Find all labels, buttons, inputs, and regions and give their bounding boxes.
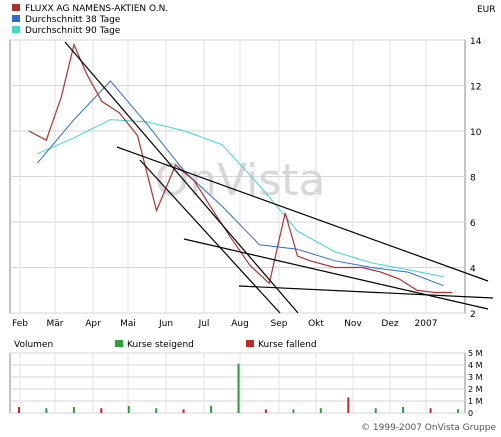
legend-swatch (12, 15, 20, 22)
trend-line (116, 146, 489, 282)
volume-y-tick-label: 5 M (468, 349, 483, 358)
volume-legend: Volumen Kurse steigend Kurse fallend (14, 340, 317, 350)
volume-bar (45, 408, 48, 413)
y-tick-label: 14 (470, 37, 482, 47)
volume-bar (319, 408, 322, 413)
currency-label: EUR (477, 5, 496, 15)
x-tick-label: Sep (271, 319, 288, 329)
series-line (37, 119, 444, 278)
x-tick-label: Okt (308, 319, 324, 329)
trend-line (64, 41, 299, 314)
x-axis-labels: Feb Mär Apr Mai Jun Jul Aug Sep Okt Nov Dez 2007 (12, 319, 437, 329)
volume-y-ticks: 0 1 M 2 M 3 M 4 M 5 M (468, 349, 483, 418)
volume-bar (237, 363, 240, 413)
trend-lines (64, 41, 494, 314)
volume-bar (127, 405, 130, 413)
volume-title: Volumen (14, 340, 53, 350)
legend-swatch (12, 26, 20, 33)
volume-y-tick-label: 0 (468, 409, 473, 418)
x-tick-label: Jul (198, 319, 210, 329)
x-tick-label: Feb (12, 319, 28, 329)
price-legend: FLUXX AG NAMENS-AKTIEN O.N.Durchschnitt … (12, 4, 168, 36)
volume-bar (100, 408, 103, 413)
volume-bar (264, 409, 267, 413)
y-tick-label: 10 (470, 128, 482, 138)
trend-line (238, 285, 494, 299)
volume-bar (182, 409, 185, 413)
y-tick-label: 2 (470, 310, 476, 320)
y-tick-label: 8 (470, 174, 476, 184)
y-tick-label: 6 (470, 219, 476, 229)
volume-bar (72, 407, 75, 413)
series-line (28, 42, 453, 294)
y-tick-label: 12 (470, 83, 481, 93)
x-tick-label: Aug (231, 319, 249, 329)
x-tick-label: Apr (85, 319, 101, 329)
x-tick-label: Dez (381, 319, 398, 329)
volume-bar (292, 409, 295, 413)
volume-y-tick-label: 4 M (468, 361, 483, 370)
volume-bar (429, 408, 432, 413)
legend-label: Durchschnitt 38 Tage (25, 15, 121, 25)
volume-bar (155, 408, 158, 413)
volume-y-tick-label: 1 M (468, 397, 483, 406)
x-tick-label: Nov (344, 319, 362, 329)
volume-bar (18, 407, 20, 413)
x-tick-label: Jun (158, 319, 173, 329)
volume-y-tick-label: 2 M (468, 385, 483, 394)
watermark: OnVista (154, 155, 325, 206)
trend-line (139, 159, 281, 314)
volume-bar (402, 407, 405, 413)
x-tick-label: 2007 (415, 319, 438, 329)
legend-swatch (12, 4, 20, 11)
copyright-text: © 1999-2007 OnVista Gruppe (361, 423, 496, 433)
volume-bars (18, 363, 459, 413)
volume-bar (374, 408, 377, 413)
trend-line (183, 238, 489, 310)
volume-legend-label: Kurse fallend (258, 340, 317, 350)
volume-legend-swatch (246, 340, 254, 347)
volume-legend-label: Kurse steigend (127, 340, 194, 350)
volume-y-tick-label: 3 M (468, 373, 483, 382)
x-tick-label: Mär (47, 319, 64, 329)
volume-bar (457, 409, 459, 413)
legend-label: Durchschnitt 90 Tage (25, 26, 121, 36)
legend-label: FLUXX AG NAMENS-AKTIEN O.N. (25, 4, 168, 14)
volume-bar (347, 397, 350, 413)
volume-bar (210, 405, 213, 413)
price-y-ticks: 2 4 6 8 10 12 14 (470, 37, 482, 320)
volume-legend-swatch (115, 340, 123, 347)
y-tick-label: 4 (470, 265, 476, 275)
x-tick-label: Mai (120, 319, 136, 329)
